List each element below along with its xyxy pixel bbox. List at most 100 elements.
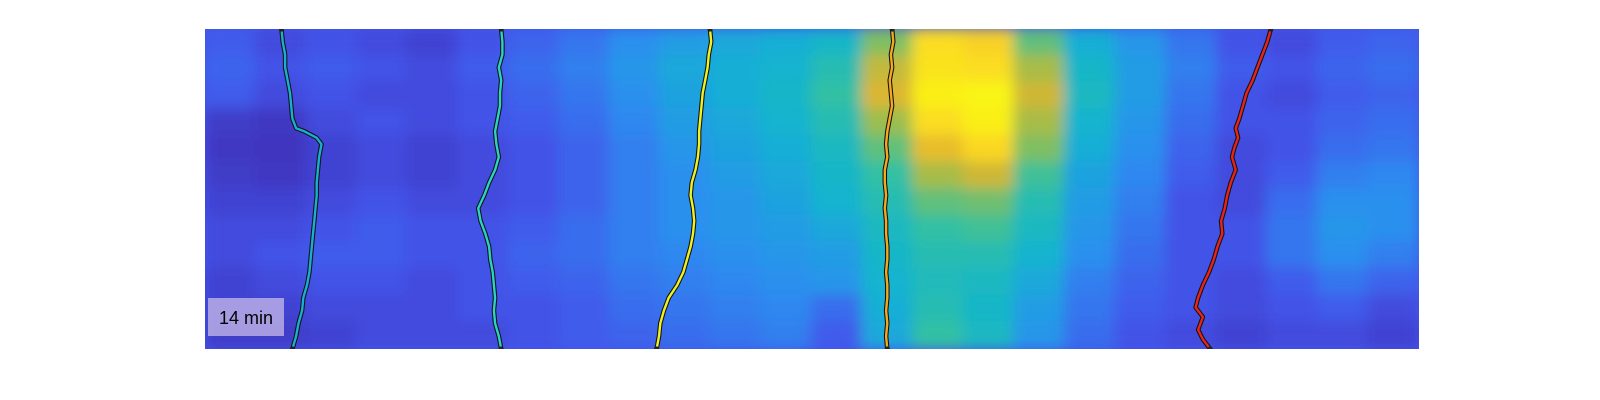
heatmap-cell [1114,241,1168,270]
track-5-start-point [1268,29,1274,32]
heatmap-cell [1165,134,1218,164]
heatmap-cell [962,321,1016,349]
heatmap-cell [355,29,409,57]
heatmap-cell [1114,214,1168,244]
heatmap-cell [1114,134,1168,164]
heatmap-cell [659,54,712,84]
heatmap-cell [811,241,864,270]
heatmap-cell [254,214,308,244]
heatmap-cell [406,108,459,137]
heatmap-cell [962,54,1016,84]
track-4-end-point [884,346,890,349]
heatmap-cell [1367,214,1419,244]
heatmap-cell [1114,294,1168,324]
heatmap-cell [608,214,662,244]
heatmap-cell [205,268,257,297]
heatmap-cell [861,161,915,190]
heatmap-cell [558,321,611,349]
heatmap-cell [659,214,712,244]
heatmap-cell [1215,294,1269,324]
heatmap-cell [507,54,561,84]
heatmap-cell [406,188,459,217]
heatmap-cell [1013,188,1066,217]
heatmap-cell [507,81,561,110]
heatmap-cell [1215,241,1269,270]
heatmap-cell [962,134,1016,164]
tracks [278,29,1274,349]
heatmap-cell [912,214,965,244]
heatmap-cell [406,54,459,84]
heatmap-cell [1215,161,1269,190]
heatmap-cell [507,108,561,137]
heatmap-cell [912,241,965,270]
track-2-line [477,29,504,349]
heatmap-cell [811,81,864,110]
heatmap-cell [1063,188,1117,217]
heatmap-cell [406,81,459,110]
heatmap-cell [558,294,611,324]
heatmap-cell [558,81,611,110]
heatmap-cell [1316,108,1370,137]
heatmap-cell [1013,161,1066,190]
heatmap-cell [1063,29,1117,57]
heatmap-cell [558,241,611,270]
time-stamp-label: 14 min [219,308,273,328]
heatmap-cell [1367,81,1419,110]
heatmap-cell [1013,54,1066,84]
heatmap-cell [760,321,813,349]
heatmap-cell [507,214,561,244]
heatmap-cell [406,241,459,270]
heatmap-cell [406,268,459,297]
heatmap-cell [1013,108,1066,137]
heatmap-cell [1165,188,1218,217]
heatmap-cell [406,294,459,324]
heatmap-cell [760,294,813,324]
heatmap-cell [811,134,864,164]
heatmap-cell [1063,321,1117,349]
heatmap-cell [507,134,561,164]
heatmap-cell [406,29,459,57]
heatmap-cell [659,134,712,164]
heatmap-cell [1367,108,1419,137]
track-2-end-point [498,346,504,349]
heatmap-cell [205,214,257,244]
heatmap-cell [962,268,1016,297]
heatmap-cell [1013,214,1066,244]
heatmap-cell [659,161,712,190]
heatmap-cell [1013,134,1066,164]
heatmap-cell [1165,54,1218,84]
heatmap-cell [811,108,864,137]
heatmap-cell [254,134,308,164]
heatmap-cell [456,134,510,164]
heatmap-cell [558,54,611,84]
heatmap-cell [1114,81,1168,110]
heatmap-cell [608,54,662,84]
heatmap-cell [1367,54,1419,84]
heatmap-cell [1215,134,1269,164]
heatmap-cell [254,81,308,110]
heatmap-cell [1316,134,1370,164]
heatmap-cell [1316,54,1370,84]
heatmap-cell [305,108,358,137]
heatmap-cell [709,188,763,217]
heatmap-cell [962,214,1016,244]
heatmap-cell [355,81,409,110]
heatmap-cell [305,29,358,57]
heatmap-cell [1063,108,1117,137]
heatmap-cell [912,268,965,297]
heatmap-cell [709,241,763,270]
heatmap-cell [205,161,257,190]
heatmap-cell [709,321,763,349]
heatmap-cell [355,161,409,190]
heatmap-cell [254,268,308,297]
heatmap-cell [507,161,561,190]
heatmap-cell [1114,161,1168,190]
heatmap-cells [205,29,1419,349]
heatmap-cell [1165,108,1218,137]
track-3 [654,29,714,349]
heatmap-cell [962,29,1016,57]
track-1-end-point [289,346,295,349]
heatmap-cell [305,134,358,164]
heatmap-cell [1063,134,1117,164]
heatmap-cell [1316,268,1370,297]
